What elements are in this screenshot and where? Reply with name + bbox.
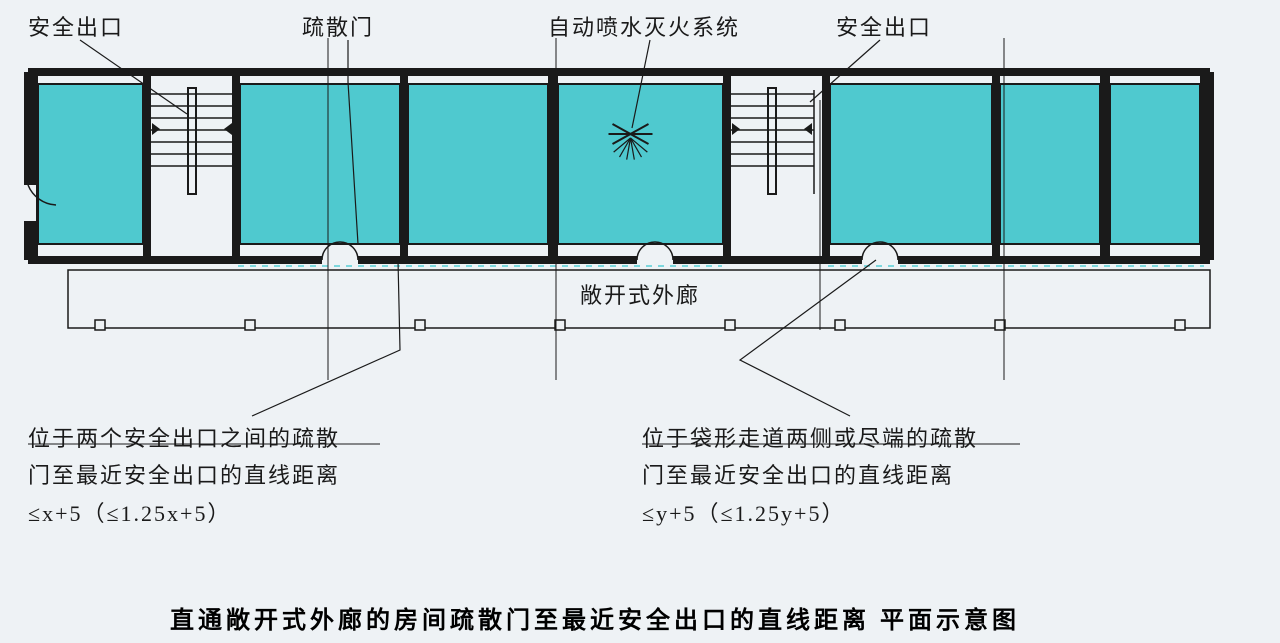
diagram-title: 直通敞开式外廊的房间疏散门至最近安全出口的直线距离 平面示意图 bbox=[170, 600, 1020, 635]
note-left: 位于两个安全出口之间的疏散 门至最近安全出口的直线距离 ≤x+5（≤1.25x+… bbox=[28, 420, 388, 532]
note-left-line1: 位于两个安全出口之间的疏散 bbox=[28, 426, 340, 451]
label-exit-right: 安全出口 bbox=[836, 10, 932, 42]
note-right-line3: ≤y+5（≤1.25y+5） bbox=[642, 501, 845, 526]
label-evac-door: 疏散门 bbox=[302, 10, 374, 42]
note-left-line2: 门至最近安全出口的直线距离 bbox=[28, 463, 340, 488]
label-exit-left: 安全出口 bbox=[28, 10, 124, 42]
label-corridor: 敞开式外廊 bbox=[580, 278, 700, 310]
note-left-line3: ≤x+5（≤1.25x+5） bbox=[28, 501, 231, 526]
label-sprinkler: 自动喷水灭火系统 bbox=[548, 10, 740, 42]
note-right-line1: 位于袋形走道两侧或尽端的疏散 bbox=[642, 426, 978, 451]
note-right-line2: 门至最近安全出口的直线距离 bbox=[642, 463, 954, 488]
note-right: 位于袋形走道两侧或尽端的疏散 门至最近安全出口的直线距离 ≤y+5（≤1.25y… bbox=[642, 420, 1022, 532]
